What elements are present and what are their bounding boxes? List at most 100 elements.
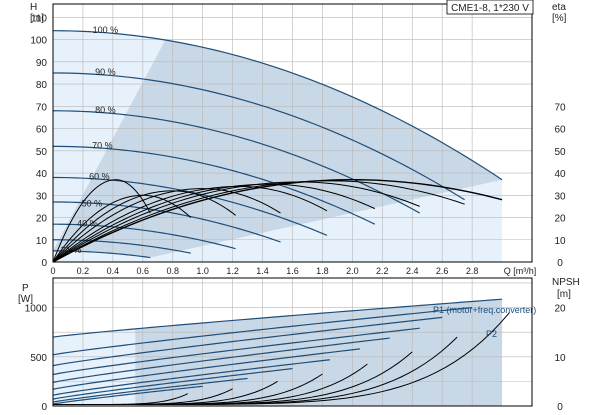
power-panel: 0 500 1000 0 10 20 P [W] NPSH [m] P1 (motor+… <box>18 277 580 413</box>
eta-curve <box>52 179 151 263</box>
flow-x-tick-label: 1.0 <box>196 266 209 276</box>
eta-y-tick-label: 60 <box>554 125 566 136</box>
head-y-tick-label: 50 <box>36 147 48 158</box>
head-y-tick-label: 60 <box>36 125 48 136</box>
flow-x-tick-label: 2.2 <box>376 266 389 276</box>
p1-curves <box>52 298 503 405</box>
flow-x-tick-label: 0.8 <box>166 266 179 276</box>
head-axis-label-h: H <box>30 2 37 13</box>
speed-labels: 100 % 90 % 80 % 70 % 60 % 50 % 40 % 21 % <box>61 25 118 255</box>
p1-curve <box>52 298 503 338</box>
head-y-tick-label: 100 <box>30 36 47 47</box>
flow-x-tick-label: 2.4 <box>406 266 419 276</box>
eta-y-tick-label: 20 <box>554 214 566 225</box>
head-curve-90 <box>52 72 465 201</box>
eta-curve <box>52 181 420 263</box>
power-axis-label-unit: [W] <box>18 294 33 305</box>
flow-x-tick-label: 0 <box>50 266 55 276</box>
speed-label: 70 % <box>92 141 113 151</box>
head-curve-70 <box>52 145 376 225</box>
p1-curve <box>52 377 248 403</box>
p1-curve <box>52 385 203 405</box>
eta-curve <box>52 188 281 263</box>
speed-label: 50 % <box>82 198 103 208</box>
speed-label: 80 % <box>95 105 116 115</box>
legend-p2: P2 <box>486 329 497 339</box>
eta-curve <box>52 179 503 263</box>
p1-curve <box>52 306 473 356</box>
flow-x-tick-label: 2.6 <box>436 266 449 276</box>
head-y-tick-label: 80 <box>36 80 48 91</box>
flow-x-tick-label: 1.8 <box>316 266 329 276</box>
title-box <box>446 0 534 15</box>
p1-curve <box>52 367 293 400</box>
speed-label: 21 % <box>61 245 82 255</box>
head-y-tick-label: 70 <box>36 102 48 113</box>
p1-curve <box>52 348 360 390</box>
head-y-tick-label: 10 <box>36 236 48 247</box>
head-y-tick-label: 30 <box>36 191 48 202</box>
eta-y-tick-label: 70 <box>554 102 566 113</box>
flow-x-tick-label: Q [m³/h] <box>504 266 537 276</box>
head-y-ticks: 0 10 20 30 40 50 60 70 80 90 100 110 <box>30 13 47 269</box>
flow-x-tick-label: 0.4 <box>107 266 120 276</box>
npsh-axis-label-unit: [m] <box>557 289 571 300</box>
eta-curve <box>52 194 192 263</box>
speed-label: 100 % <box>93 25 119 35</box>
p1-curve <box>52 316 443 367</box>
head-y-tick-label: 20 <box>36 214 48 225</box>
flow-x-tick-label: 0.2 <box>77 266 90 276</box>
legend-p1: P1 (motor+freq.converter) <box>433 305 536 315</box>
power-axis-label: P <box>22 283 29 294</box>
eta-curve <box>52 185 328 263</box>
npsh-y-tick-label: 20 <box>554 304 566 315</box>
npsh-curves <box>53 312 510 406</box>
npsh-axis-label: NPSH <box>552 277 580 288</box>
npsh-curve <box>53 393 188 406</box>
p1-curve <box>52 337 390 383</box>
eta-curve <box>52 180 465 263</box>
flow-x-tick-label: 2.8 <box>466 266 479 276</box>
head-y-tick-label: 90 <box>36 58 48 69</box>
head-plot-frame <box>52 3 533 263</box>
head-grid <box>53 4 532 262</box>
npsh-y-tick-label: 0 <box>557 402 563 413</box>
flow-x-tick-label: 1.2 <box>226 266 239 276</box>
eta-y-tick-label: 40 <box>554 169 566 180</box>
flow-x-ticks: 0 0.2 0.4 0.6 0.8 1.0 1.2 1.4 1.6 1.8 2.0 2.2 2.4 2.6… <box>50 266 536 276</box>
flow-x-tick-label: 2.0 <box>346 266 359 276</box>
npsh-y-tick-label: 10 <box>554 353 566 364</box>
power-region-mid <box>135 299 503 406</box>
eta-y-tick-label: 0 <box>557 258 563 269</box>
efficiency-curves <box>52 179 503 263</box>
npsh-y-ticks: 0 10 20 <box>554 304 566 413</box>
head-y-tick-label: 40 <box>36 169 48 180</box>
p1-curve <box>52 359 330 396</box>
head-panel: 0 10 20 30 40 50 60 70 80 90 100 110 0 10 20 30 40 50 60 7… <box>30 0 567 276</box>
speed-label: 60 % <box>89 172 110 182</box>
flow-x-tick-label: 1.4 <box>256 266 269 276</box>
p1-curve <box>52 327 420 376</box>
eta-axis-label-unit: [%] <box>552 13 567 24</box>
speed-label: 40 % <box>77 218 98 228</box>
power-y-ticks: 0 500 1000 <box>25 304 48 413</box>
flow-x-tick-label: 1.6 <box>286 266 299 276</box>
power-y-tick-label: 500 <box>30 353 47 364</box>
eta-axis-label: eta <box>552 2 566 13</box>
head-y-tick-label: 0 <box>41 258 47 269</box>
power-y-tick-label: 0 <box>41 402 47 413</box>
chart-title: CME1-8, 1*230 V <box>451 3 529 14</box>
speed-label: 90 % <box>95 67 116 77</box>
eta-y-ticks: 0 10 20 30 40 50 60 70 <box>554 102 566 269</box>
eta-y-tick-label: 50 <box>554 147 566 158</box>
head-curve-100 <box>52 30 503 181</box>
flow-x-tick-label: 0.6 <box>137 266 150 276</box>
power-plot-frame <box>52 277 533 407</box>
eta-y-tick-label: 30 <box>554 191 566 202</box>
head-y-tick-label: 110 <box>31 13 47 24</box>
head-axis-label-unit: [m] <box>30 13 44 24</box>
head-curve-30 <box>52 239 191 254</box>
eta-y-tick-label: 10 <box>554 236 566 247</box>
power-y-tick-label: 1000 <box>25 304 48 315</box>
